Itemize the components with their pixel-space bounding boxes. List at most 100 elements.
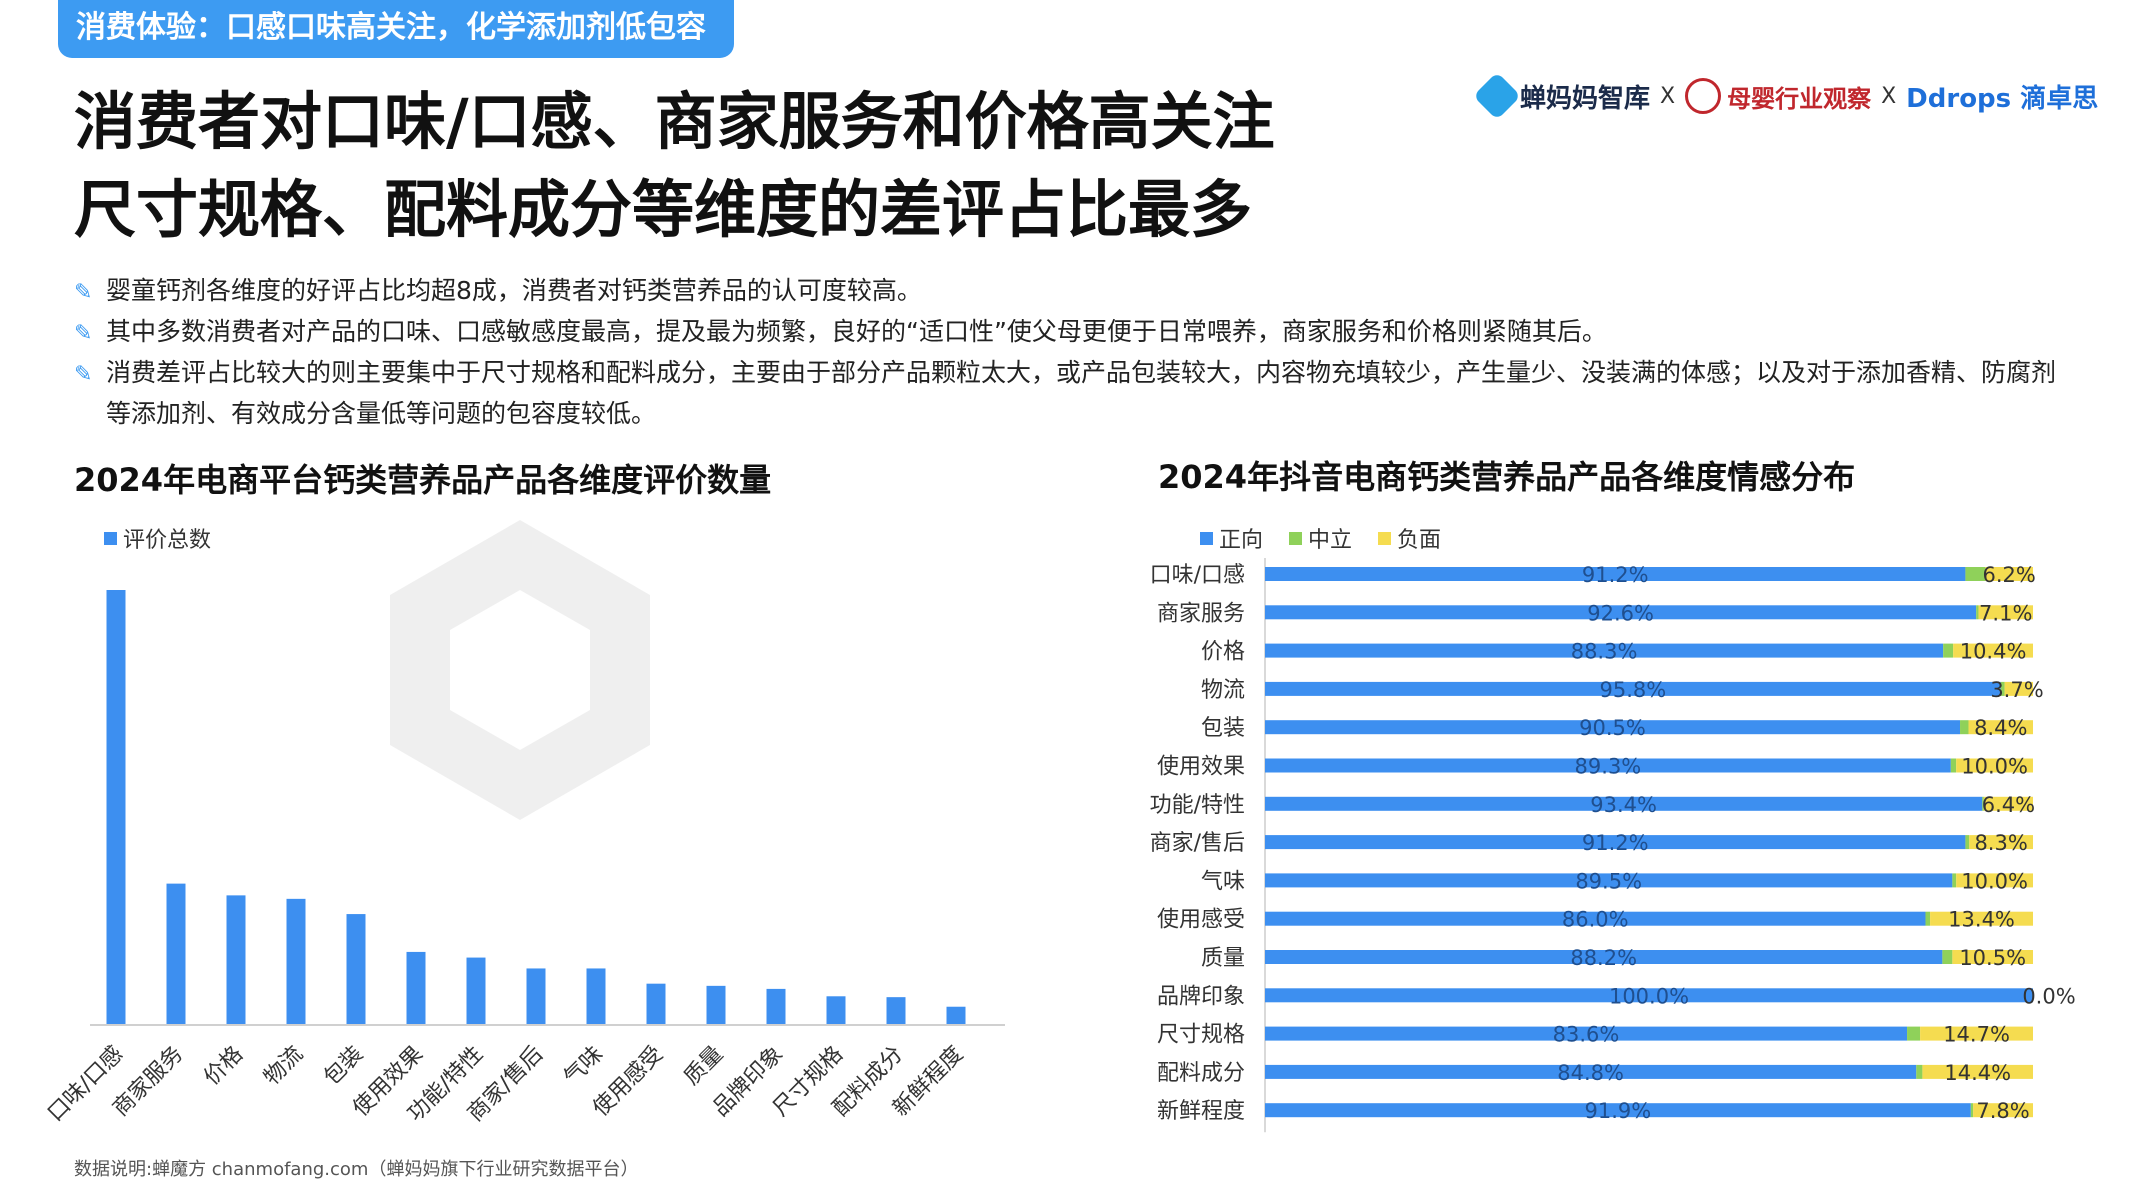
muying-seal-icon [1685,78,1722,114]
bar-segment-正向 [1265,643,1944,658]
bar-segment-正向 [1265,835,1966,850]
bar-segment-正向 [1265,988,2033,1003]
page-title-line2: 尺寸规格、配料成分等维度的差评占比最多 [74,173,1253,246]
bar [946,1006,966,1025]
bar-segment-负面 [1968,720,2033,735]
negative-data-label: 10.0% [1961,869,2028,893]
negative-data-label: 6.4% [1982,793,2035,817]
negative-data-label: 13.4% [1948,908,2015,932]
bar-segment-中立 [1982,796,1984,811]
positive-data-label: 92.6% [1587,601,1654,625]
pencil-icon: ✎ [74,280,93,305]
positive-data-label: 89.5% [1575,869,1642,893]
bar-segment-负面 [1973,1103,2033,1118]
page-title: 消费者对口味/口感、商家服务和价格高关注 尺寸规格、配料成分等维度的差评占比最多 [74,78,1275,254]
negative-data-label: 3.7% [1990,678,2043,702]
pencil-icon: ✎ [74,362,93,387]
positive-data-label: 86.0% [1562,908,1629,932]
bar-segment-负面 [1952,950,2033,964]
right-chart: 口味/口感 91.2% 6.2% 商家服务 92.6% 7.1% 价格 88.3% 10.4% 物… [1150,558,2076,1133]
bar-segment-中立 [1907,1026,1921,1041]
bar-segment-负面 [1922,1064,2033,1079]
negative-data-label: 14.7% [1943,1023,2010,1047]
bar-segment-负面 [1956,758,2033,773]
right-chart-legend: 正向 中立 负面 [1200,522,1441,554]
legend-swatch-yellow [1378,531,1392,545]
right-chart-title: 2024年抖音电商钙类营养品产品各维度情感分布 [1158,458,1856,496]
x-tick-label: 价格 [199,1042,248,1091]
y-tick-label: 质量 [1201,946,1245,971]
negative-data-label: 7.8% [1976,1099,2029,1123]
bar [886,997,906,1025]
bar-segment-正向 [1265,758,1951,773]
x-tick-label: 物流 [259,1042,308,1091]
bar [406,951,426,1025]
muying-logo-text: 母婴行业观察 [1727,84,1872,113]
bar [706,985,726,1025]
bar-segment-正向 [1265,873,1953,888]
bar-segment-正向 [1265,1026,1908,1041]
bar-segment-中立 [1952,873,1957,888]
bar-segment-中立 [1950,758,1957,773]
positive-data-label: 93.4% [1590,793,1657,817]
y-tick-label: 配料成分 [1157,1061,1245,1086]
legend-label: 中立 [1308,528,1353,553]
positive-data-label: 88.2% [1570,946,1637,970]
positive-data-label: 91.9% [1585,1099,1652,1123]
bullet-text: 婴童钙剂各维度的好评占比均超8成，消费者对钙类营养品的认可度较高。 [106,276,922,305]
bar-segment-中立 [2000,681,2005,696]
legend-item-neutral: 中立 [1289,522,1352,554]
pencil-icon: ✎ [74,321,93,346]
negative-data-label: 10.0% [1961,755,2028,779]
positive-data-label: 88.3% [1571,640,1638,664]
positive-data-label: 83.6% [1553,1023,1620,1047]
y-tick-label: 物流 [1201,678,1245,703]
left-chart-title: 2024年电商平台钙类营养品产品各维度评价数量 [74,461,772,499]
bar-segment-正向 [1265,1064,1917,1079]
left-chart-legend: 评价总数 [104,522,211,554]
legend-label: 负面 [1397,528,1442,553]
bar [166,883,186,1025]
negative-data-label: 10.4% [1960,640,2027,664]
bar-segment-正向 [1265,681,2001,696]
bar [766,988,786,1025]
bar-segment-负面 [1953,643,2033,658]
bar-segment-正向 [1265,567,1966,581]
y-tick-label: 商家服务 [1157,601,1245,626]
bullet-item: ✎ 消费差评占比较大的则主要集中于尺寸规格和配料成分，主要由于部分产品颗粒太大，… [74,352,2064,434]
bar-segment-中立 [1916,1064,1923,1079]
bar [586,968,606,1025]
bar-segment-正向 [1265,911,1926,926]
legend-label: 正向 [1219,528,1264,553]
bar [346,914,366,1025]
bar-segment-中立 [1970,1103,1974,1118]
muying-logo: 母婴行业观察 [1685,78,1871,114]
y-tick-label: 功能/特性 [1150,793,1245,818]
y-tick-label: 包装 [1201,716,1245,741]
positive-data-label: 84.8% [1557,1061,1624,1085]
bar-segment-负面 [1983,796,2033,811]
legend-swatch-green [1289,531,1303,545]
section-tag: 消费体验：口感口味高关注，化学添加剂低包容 [58,0,734,58]
logo-separator: X [1660,83,1676,109]
x-tick-label: 气味 [559,1042,608,1091]
y-tick-label: 尺寸规格 [1157,1023,1245,1048]
negative-data-label: 7.1% [1979,601,2032,625]
legend-item-positive: 正向 [1200,522,1263,554]
positive-data-label: 89.3% [1575,755,1642,779]
y-tick-label: 价格 [1201,640,1245,665]
negative-data-label: 14.4% [1944,1061,2011,1085]
negative-data-label: 8.3% [1974,831,2027,855]
bar-segment-负面 [1920,1026,2033,1041]
negative-data-label: 6.2% [1983,563,2036,587]
chanmama-logo: 蝉妈妈智库 [1472,71,1650,121]
y-tick-label: 商家/售后 [1150,831,1245,856]
bar-segment-中立 [1965,567,1986,581]
positive-data-label: 91.2% [1582,563,1649,587]
y-tick-label: 口味/口感 [1150,563,1245,588]
bullet-item: ✎ 其中多数消费者对产品的口味、口感敏感度最高，提及最为频繁，良好的“适口性”使… [74,311,2064,352]
negative-data-label: 8.4% [1974,716,2027,740]
bullet-text: 消费差评占比较大的则主要集中于尺寸规格和配料成分，主要由于部分产品颗粒太大，或产… [106,358,2057,428]
positive-data-label: 95.8% [1600,678,1667,702]
bar-segment-负面 [1956,873,2033,888]
